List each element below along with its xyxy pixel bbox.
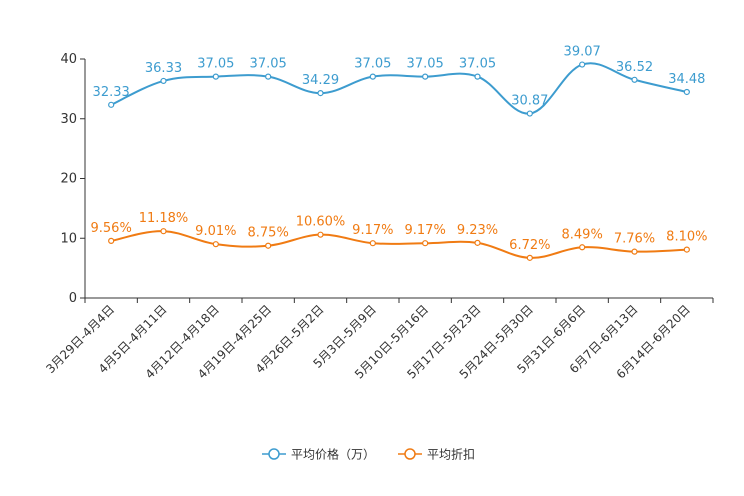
data-point (212, 241, 219, 248)
chart-axes (84, 59, 713, 299)
data-point (317, 231, 324, 238)
data-label: 34.29 (302, 73, 339, 88)
data-point (474, 239, 481, 246)
data-label: 9.56% (91, 221, 132, 236)
data-point (108, 101, 115, 108)
data-label: 6.72% (509, 238, 550, 253)
y-tick-label: 30 (60, 112, 77, 127)
data-point (526, 110, 533, 117)
data-label: 30.87 (511, 94, 548, 109)
data-point (160, 228, 167, 235)
data-label: 36.52 (616, 60, 653, 75)
y-tick-label: 0 (69, 291, 77, 306)
data-point (526, 254, 533, 261)
data-point (369, 73, 376, 80)
y-tick-label: 20 (60, 172, 77, 187)
legend-marker-icon (404, 448, 416, 460)
legend-marker-icon (268, 448, 280, 460)
data-label: 9.17% (352, 223, 393, 238)
data-point (108, 237, 115, 244)
series-line-1 (110, 230, 687, 259)
data-label: 37.05 (459, 57, 496, 72)
data-point (683, 246, 690, 253)
data-label: 9.17% (405, 223, 446, 238)
data-label: 8.75% (248, 226, 289, 241)
data-point (422, 73, 429, 80)
data-labels: 32.33 36.33 37.05 37.05 34.29 37.05 37.05 37.05… (91, 45, 708, 253)
data-point (422, 240, 429, 247)
data-label: 8.49% (562, 227, 603, 242)
data-label: 8.10% (666, 230, 707, 245)
data-label: 7.76% (614, 232, 655, 247)
data-label: 37.05 (354, 57, 391, 72)
data-point (212, 73, 219, 80)
data-point (474, 73, 481, 80)
data-point (631, 248, 638, 255)
data-label: 36.33 (145, 61, 182, 76)
data-label: 39.07 (564, 45, 601, 60)
data-label: 34.48 (668, 72, 705, 87)
data-label: 9.01% (195, 224, 236, 239)
data-label: 37.05 (407, 57, 444, 72)
data-label: 9.23% (457, 223, 498, 238)
data-point (265, 242, 272, 249)
legend-item-1[interactable]: 平均折扣 (398, 447, 475, 462)
y-tick-label: 10 (60, 231, 77, 246)
y-axis-ticks: 0 10 20 30 40 (60, 52, 85, 306)
legend-item-0[interactable]: 平均价格（万） (262, 447, 375, 462)
data-point (265, 73, 272, 80)
data-label: 32.33 (93, 85, 130, 100)
data-point (683, 88, 690, 96)
legend-label: 平均折扣 (427, 447, 475, 462)
data-point (579, 61, 586, 68)
data-point (579, 244, 586, 251)
data-label: 37.05 (250, 57, 287, 72)
y-tick-label: 40 (60, 52, 77, 67)
data-point (317, 90, 324, 97)
chart-series (108, 61, 690, 261)
data-point (631, 76, 638, 83)
data-point (369, 240, 376, 247)
data-point (160, 77, 167, 85)
data-label: 37.05 (197, 57, 234, 72)
legend-label: 平均价格（万） (291, 447, 375, 462)
data-label: 11.18% (139, 211, 189, 226)
data-label: 10.60% (296, 215, 346, 230)
chart-legend[interactable]: 平均价格（万） 平均折扣 (262, 447, 475, 462)
x-axis-ticks: 3月29日-4月4日4月5日-4月11日4月12日-4月18日4月19日-4月2… (43, 298, 714, 382)
